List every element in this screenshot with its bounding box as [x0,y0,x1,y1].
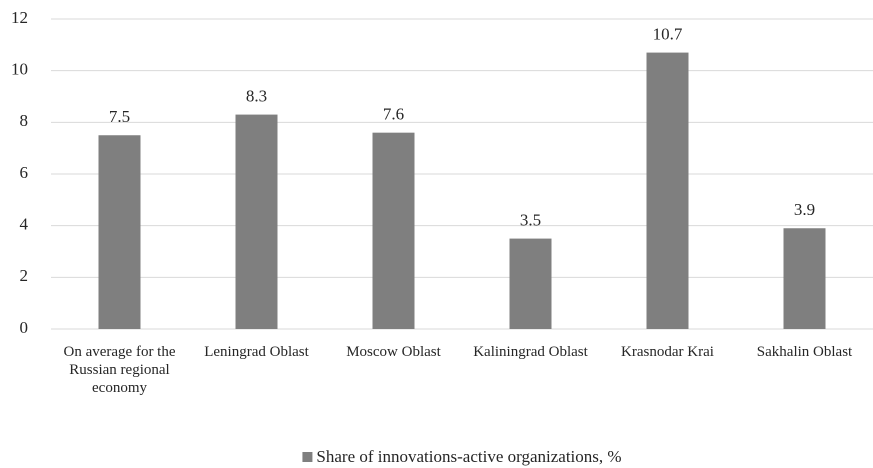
bar [98,135,141,329]
x-tick-label: On average for the Russian regional econ… [63,344,176,396]
bar [509,238,552,329]
legend-swatch [302,452,313,462]
data-label: 3.9 [794,200,815,219]
y-tick-label: 4 [20,215,29,234]
x-tick-label-box: Moscow Oblast [346,344,441,360]
data-label: 7.5 [109,107,130,126]
x-tick-label: Leningrad Oblast [204,344,309,360]
x-tick-label-box: Sakhalin Oblast [756,344,853,360]
x-tick-label: Krasnodar Krai [621,344,714,360]
x-tick-label: Sakhalin Oblast [756,344,853,360]
x-tick-label: Moscow Oblast [346,344,441,360]
y-tick-label: 8 [20,111,29,130]
y-tick-label: 2 [20,266,29,285]
legend-label: Share of innovations-active organization… [316,447,621,466]
x-tick-label-box: Kaliningrad Oblast [473,344,588,360]
y-tick-label: 10 [11,60,28,79]
data-label: 7.6 [383,105,404,124]
x-tick-label-box: On average for the Russian regional econ… [63,344,176,396]
data-label: 10.7 [653,24,683,43]
data-label: 3.5 [520,210,541,229]
bar [372,132,415,329]
x-tick-label-box: Leningrad Oblast [204,344,309,360]
y-tick-label: 0 [20,318,29,337]
x-tick-label: Kaliningrad Oblast [473,344,588,360]
y-tick-label: 6 [20,163,29,182]
y-tick-label: 12 [11,8,28,27]
bar [235,114,278,329]
bar [783,228,826,329]
bar [646,52,689,329]
data-label: 8.3 [246,86,267,105]
x-tick-label-box: Krasnodar Krai [621,344,714,360]
